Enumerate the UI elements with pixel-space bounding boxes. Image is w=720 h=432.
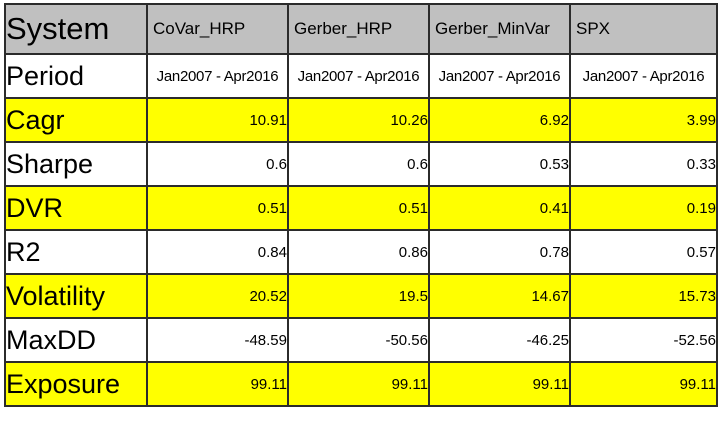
value-cell: 0.51	[287, 185, 430, 231]
value-cell: -52.56	[569, 317, 718, 363]
value-cell: 0.6	[287, 141, 430, 187]
value-cell: 0.53	[428, 141, 571, 187]
value-cell: 99.11	[428, 361, 571, 407]
column-header-gerber-hrp: Gerber_HRP	[287, 3, 430, 55]
value-cell: 0.33	[569, 141, 718, 187]
period-cell: Jan2007 - Apr2016	[428, 53, 571, 99]
value-cell: 6.92	[428, 97, 571, 143]
row-label: Exposure	[4, 361, 148, 407]
value-cell: 10.91	[146, 97, 289, 143]
value-cell: 19.5	[287, 273, 430, 319]
value-cell: 0.78	[428, 229, 571, 275]
row-label: R2	[4, 229, 148, 275]
header-row: System CoVar_HRP Gerber_HRP Gerber_MinVa…	[4, 3, 718, 55]
statistics-table: System CoVar_HRP Gerber_HRP Gerber_MinVa…	[4, 3, 718, 407]
row-label: Cagr	[4, 97, 148, 143]
value-cell: 14.67	[428, 273, 571, 319]
period-cell: Jan2007 - Apr2016	[287, 53, 430, 99]
column-header-gerber-minvar: Gerber_MinVar	[428, 3, 571, 55]
value-cell: 20.52	[146, 273, 289, 319]
row-label: Volatility	[4, 273, 148, 319]
value-cell: 99.11	[287, 361, 430, 407]
value-cell: 0.51	[146, 185, 289, 231]
value-cell: 0.57	[569, 229, 718, 275]
table-row-maxdd: MaxDD -48.59 -50.56 -46.25 -52.56	[4, 317, 718, 363]
row-label: Period	[4, 53, 148, 99]
column-header-covar-hrp: CoVar_HRP	[146, 3, 289, 55]
value-cell: 99.11	[146, 361, 289, 407]
column-header-spx: SPX	[569, 3, 718, 55]
value-cell: 99.11	[569, 361, 718, 407]
table-row-sharpe: Sharpe 0.6 0.6 0.53 0.33	[4, 141, 718, 187]
value-cell: 0.86	[287, 229, 430, 275]
table-row-cagr: Cagr 10.91 10.26 6.92 3.99	[4, 97, 718, 143]
period-cell: Jan2007 - Apr2016	[146, 53, 289, 99]
corner-cell: System	[4, 3, 148, 55]
value-cell: -50.56	[287, 317, 430, 363]
period-row: Period Jan2007 - Apr2016 Jan2007 - Apr20…	[4, 53, 718, 99]
value-cell: 0.84	[146, 229, 289, 275]
value-cell: -46.25	[428, 317, 571, 363]
value-cell: 10.26	[287, 97, 430, 143]
row-label: DVR	[4, 185, 148, 231]
value-cell: 15.73	[569, 273, 718, 319]
table-row-r2: R2 0.84 0.86 0.78 0.57	[4, 229, 718, 275]
table-row-dvr: DVR 0.51 0.51 0.41 0.19	[4, 185, 718, 231]
table-row-exposure: Exposure 99.11 99.11 99.11 99.11	[4, 361, 718, 407]
value-cell: 3.99	[569, 97, 718, 143]
row-label: MaxDD	[4, 317, 148, 363]
value-cell: 0.19	[569, 185, 718, 231]
row-label: Sharpe	[4, 141, 148, 187]
table-row-volatility: Volatility 20.52 19.5 14.67 15.73	[4, 273, 718, 319]
value-cell: -48.59	[146, 317, 289, 363]
period-cell: Jan2007 - Apr2016	[569, 53, 718, 99]
value-cell: 0.6	[146, 141, 289, 187]
value-cell: 0.41	[428, 185, 571, 231]
